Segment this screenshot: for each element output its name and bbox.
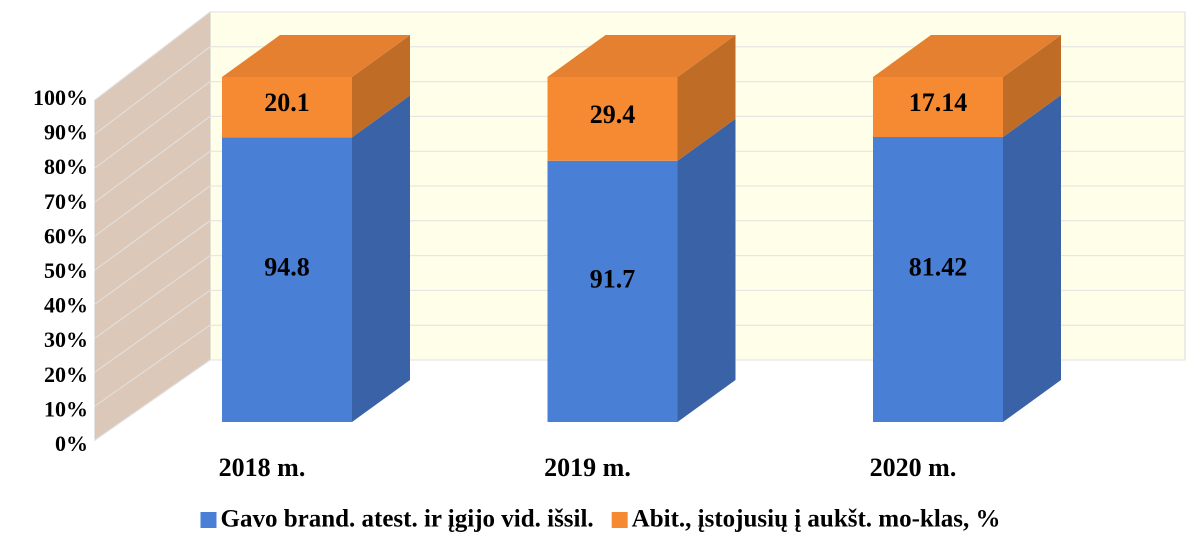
bar [547, 160, 678, 422]
bar [873, 77, 1003, 137]
grid-line [94, 46, 1185, 135]
bar [547, 77, 678, 161]
legend-swatch [200, 512, 217, 528]
y-tick-label: 50% [44, 258, 88, 283]
data-label: 17.14 [909, 88, 968, 117]
bar-side [677, 118, 736, 422]
bar [873, 136, 1003, 423]
x-tick-label: 2019 m. [544, 453, 631, 482]
y-tick-label: 60% [44, 223, 88, 248]
bar-side [677, 35, 736, 161]
grid-line [94, 150, 1185, 237]
bar-top [873, 35, 1061, 77]
y-tick-label: 0% [55, 431, 88, 456]
data-label: 20.1 [264, 88, 310, 117]
grid-line [94, 324, 1185, 407]
side-wall [94, 10, 211, 441]
x-tick-label: 2018 m. [219, 453, 306, 482]
x-tick-label: 2020 m. [870, 453, 957, 482]
data-label: 29.4 [590, 100, 636, 129]
grid-line [94, 11, 1185, 101]
grid-line [94, 81, 1185, 169]
grid-line [94, 185, 1185, 271]
y-tick-label: 10% [44, 396, 88, 421]
bar [222, 137, 352, 422]
legend: Gavo brand. atest. ir įgijo vid. išsil. A… [200, 506, 1001, 533]
grid-line [94, 220, 1185, 305]
bar-top [547, 35, 736, 77]
bar-side [1003, 94, 1061, 423]
y-tick-label: 30% [44, 327, 88, 352]
grid-line [94, 289, 1185, 373]
data-label: 81.42 [909, 252, 968, 281]
bar [222, 77, 352, 138]
legend-label: Abit., įstojusių į aukšt. mo-klas, % [632, 506, 1001, 533]
grid-line [94, 359, 1185, 441]
bar-side [1003, 35, 1061, 137]
grid-line [94, 255, 1185, 339]
data-label: 91.7 [590, 264, 636, 293]
grid-line [94, 115, 1185, 203]
bar-side [352, 95, 410, 422]
y-tick-label: 80% [44, 154, 88, 179]
bar-side [352, 35, 410, 138]
y-tick-label: 20% [44, 362, 88, 387]
y-tick-label: 90% [44, 120, 88, 145]
y-tick-label: 70% [44, 189, 88, 214]
y-tick-label: 40% [44, 293, 88, 318]
data-label: 94.8 [264, 253, 310, 282]
legend-swatch [611, 512, 628, 528]
legend-label: Gavo brand. atest. ir įgijo vid. išsil. [220, 506, 593, 533]
y-tick-label: 100% [33, 85, 88, 110]
bar-top [222, 35, 410, 77]
